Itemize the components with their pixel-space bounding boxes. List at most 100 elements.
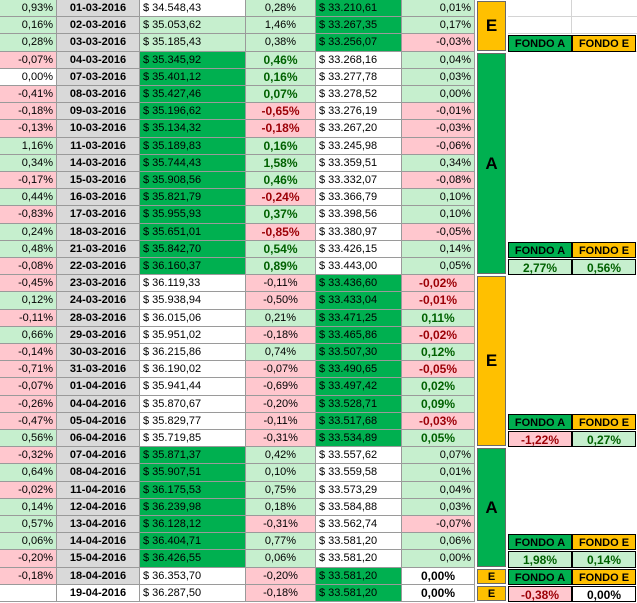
fondo-e-pct-cell[interactable]: -0,07% <box>402 516 475 533</box>
fondo-a-value-cell[interactable]: $ 35.907,51 <box>140 464 246 482</box>
fondo-e-pct-cell[interactable]: 0,17% <box>402 17 475 34</box>
fondo-e-pct-cell[interactable]: 0,04% <box>402 52 475 69</box>
date-cell[interactable]: 12-04-2016 <box>57 499 140 516</box>
date-cell[interactable]: 24-03-2016 <box>57 292 140 310</box>
fondo-a-pct-cell[interactable]: 1,58% <box>246 155 316 172</box>
fondo-a-pct-cell[interactable]: 1,46% <box>246 17 316 34</box>
fondo-e-pct-cell[interactable]: 0,05% <box>402 258 475 275</box>
date-cell[interactable]: 08-04-2016 <box>57 464 140 482</box>
fondo-a-value-cell[interactable]: $ 35.427,46 <box>140 86 246 103</box>
prev-pct-cell[interactable]: -0,83% <box>0 206 57 224</box>
fondo-a-pct-cell[interactable]: 0,74% <box>246 344 316 361</box>
date-cell[interactable]: 08-03-2016 <box>57 86 140 103</box>
fondo-a-pct-cell[interactable]: 0,46% <box>246 172 316 189</box>
fondo-a-pct-cell[interactable]: -0,20% <box>246 568 316 585</box>
fondo-a-value-cell[interactable]: $ 36.119,33 <box>140 275 246 292</box>
prev-pct-cell[interactable]: 0,56% <box>0 430 57 447</box>
fondo-e-pct-cell[interactable]: 0,03% <box>402 499 475 516</box>
fondo-e-value-cell[interactable]: $ 33.443,00 <box>316 258 402 275</box>
fondo-e-value-cell[interactable]: $ 33.267,35 <box>316 17 402 34</box>
prev-pct-cell[interactable]: -0,32% <box>0 447 57 464</box>
prev-pct-cell[interactable]: 0,66% <box>0 327 57 344</box>
fondo-e-pct-cell[interactable]: -0,02% <box>402 327 475 344</box>
fondo-a-pct-cell[interactable]: -0,11% <box>246 413 316 430</box>
fondo-a-value-cell[interactable]: $ 35.821,79 <box>140 189 246 206</box>
date-cell[interactable]: 21-03-2016 <box>57 241 140 258</box>
fondo-e-pct-cell[interactable]: 0,07% <box>402 447 475 464</box>
fondo-e-value-cell[interactable]: $ 33.584,88 <box>316 499 402 516</box>
fondo-a-pct-cell[interactable]: 0,28% <box>246 0 316 17</box>
fondo-e-value-cell[interactable]: $ 33.497,42 <box>316 378 402 396</box>
prev-pct-cell[interactable]: 0,93% <box>0 0 57 17</box>
prev-pct-cell[interactable]: -0,13% <box>0 120 57 138</box>
fondo-e-value-cell[interactable]: $ 33.359,51 <box>316 155 402 172</box>
fondo-e-pct-cell[interactable]: 0,34% <box>402 155 475 172</box>
fondo-a-pct-cell[interactable]: 0,42% <box>246 447 316 464</box>
fondo-e-pct-cell[interactable]: -0,06% <box>402 138 475 155</box>
fondo-a-value-cell[interactable]: $ 36.175,53 <box>140 482 246 499</box>
date-cell[interactable]: 04-03-2016 <box>57 52 140 69</box>
prev-pct-cell[interactable]: -0,47% <box>0 413 57 430</box>
date-cell[interactable]: 13-04-2016 <box>57 516 140 533</box>
date-cell[interactable]: 15-04-2016 <box>57 550 140 568</box>
fondo-e-value-cell[interactable]: $ 33.267,20 <box>316 120 402 138</box>
prev-pct-cell[interactable]: 0,44% <box>0 189 57 206</box>
date-cell[interactable]: 23-03-2016 <box>57 275 140 292</box>
prev-pct-cell[interactable]: -0,20% <box>0 550 57 568</box>
fondo-a-value-cell[interactable]: $ 36.160,37 <box>140 258 246 275</box>
fondo-a-value-cell[interactable]: $ 36.353,70 <box>140 568 246 585</box>
fondo-a-value-cell[interactable]: $ 35.938,94 <box>140 292 246 310</box>
fondo-a-value-cell[interactable]: $ 35.053,62 <box>140 17 246 34</box>
prev-pct-cell[interactable]: 0,34% <box>0 155 57 172</box>
fondo-a-pct-cell[interactable]: -0,18% <box>246 327 316 344</box>
fondo-a-value-cell[interactable]: $ 35.744,43 <box>140 155 246 172</box>
fondo-a-value-cell[interactable]: $ 36.287,50 <box>140 585 246 602</box>
fondo-a-value-cell[interactable]: $ 36.015,06 <box>140 310 246 327</box>
fondo-e-pct-cell[interactable]: 0,00% <box>402 585 475 602</box>
fondo-e-pct-cell[interactable]: 0,09% <box>402 396 475 413</box>
fondo-e-pct-cell[interactable]: 0,11% <box>402 310 475 327</box>
date-cell[interactable]: 31-03-2016 <box>57 361 140 378</box>
fondo-e-pct-cell[interactable]: 0,00% <box>402 550 475 568</box>
fondo-a-pct-cell[interactable]: -0,18% <box>246 585 316 602</box>
prev-pct-cell[interactable]: -0,14% <box>0 344 57 361</box>
fondo-a-pct-cell[interactable]: 0,21% <box>246 310 316 327</box>
date-cell[interactable]: 02-03-2016 <box>57 17 140 34</box>
prev-pct-cell[interactable]: 0,12% <box>0 292 57 310</box>
fondo-e-value-cell[interactable]: $ 33.465,86 <box>316 327 402 344</box>
date-cell[interactable]: 22-03-2016 <box>57 258 140 275</box>
date-cell[interactable]: 09-03-2016 <box>57 103 140 120</box>
fondo-a-value-cell[interactable]: $ 35.842,70 <box>140 241 246 258</box>
fondo-a-value-cell[interactable]: $ 36.404,71 <box>140 533 246 550</box>
fondo-e-value-cell[interactable]: $ 33.245,98 <box>316 138 402 155</box>
date-cell[interactable]: 29-03-2016 <box>57 327 140 344</box>
fondo-a-pct-cell[interactable]: 0,89% <box>246 258 316 275</box>
prev-pct-cell[interactable]: 0,14% <box>0 499 57 516</box>
fondo-a-pct-cell[interactable]: 0,16% <box>246 138 316 155</box>
fondo-a-value-cell[interactable]: $ 35.345,92 <box>140 52 246 69</box>
date-cell[interactable]: 07-03-2016 <box>57 69 140 86</box>
fondo-a-value-cell[interactable]: $ 35.651,01 <box>140 224 246 241</box>
date-cell[interactable]: 01-04-2016 <box>57 378 140 396</box>
fondo-e-value-cell[interactable]: $ 33.581,20 <box>316 568 402 585</box>
date-cell[interactable]: 18-03-2016 <box>57 224 140 241</box>
fondo-a-value-cell[interactable]: $ 34.548,43 <box>140 0 246 17</box>
prev-pct-cell[interactable]: -0,11% <box>0 310 57 327</box>
fondo-a-value-cell[interactable]: $ 35.955,93 <box>140 206 246 224</box>
prev-pct-cell[interactable]: 0,06% <box>0 533 57 550</box>
prev-pct-cell[interactable]: 0,28% <box>0 34 57 52</box>
fondo-a-pct-cell[interactable]: 0,16% <box>246 69 316 86</box>
fondo-e-pct-cell[interactable]: -0,01% <box>402 292 475 310</box>
prev-pct-cell[interactable]: 0,00% <box>0 69 57 86</box>
date-cell[interactable]: 30-03-2016 <box>57 344 140 361</box>
fondo-e-pct-cell[interactable]: 0,03% <box>402 69 475 86</box>
fondo-e-value-cell[interactable]: $ 33.559,58 <box>316 464 402 482</box>
fondo-e-value-cell[interactable]: $ 33.210,61 <box>316 0 402 17</box>
date-cell[interactable]: 11-03-2016 <box>57 138 140 155</box>
fondo-a-pct-cell[interactable]: -0,31% <box>246 516 316 533</box>
date-cell[interactable]: 11-04-2016 <box>57 482 140 499</box>
date-cell[interactable]: 28-03-2016 <box>57 310 140 327</box>
fondo-e-pct-cell[interactable]: 0,10% <box>402 189 475 206</box>
fondo-e-value-cell[interactable]: $ 33.534,89 <box>316 430 402 447</box>
fondo-a-pct-cell[interactable]: 0,10% <box>246 464 316 482</box>
